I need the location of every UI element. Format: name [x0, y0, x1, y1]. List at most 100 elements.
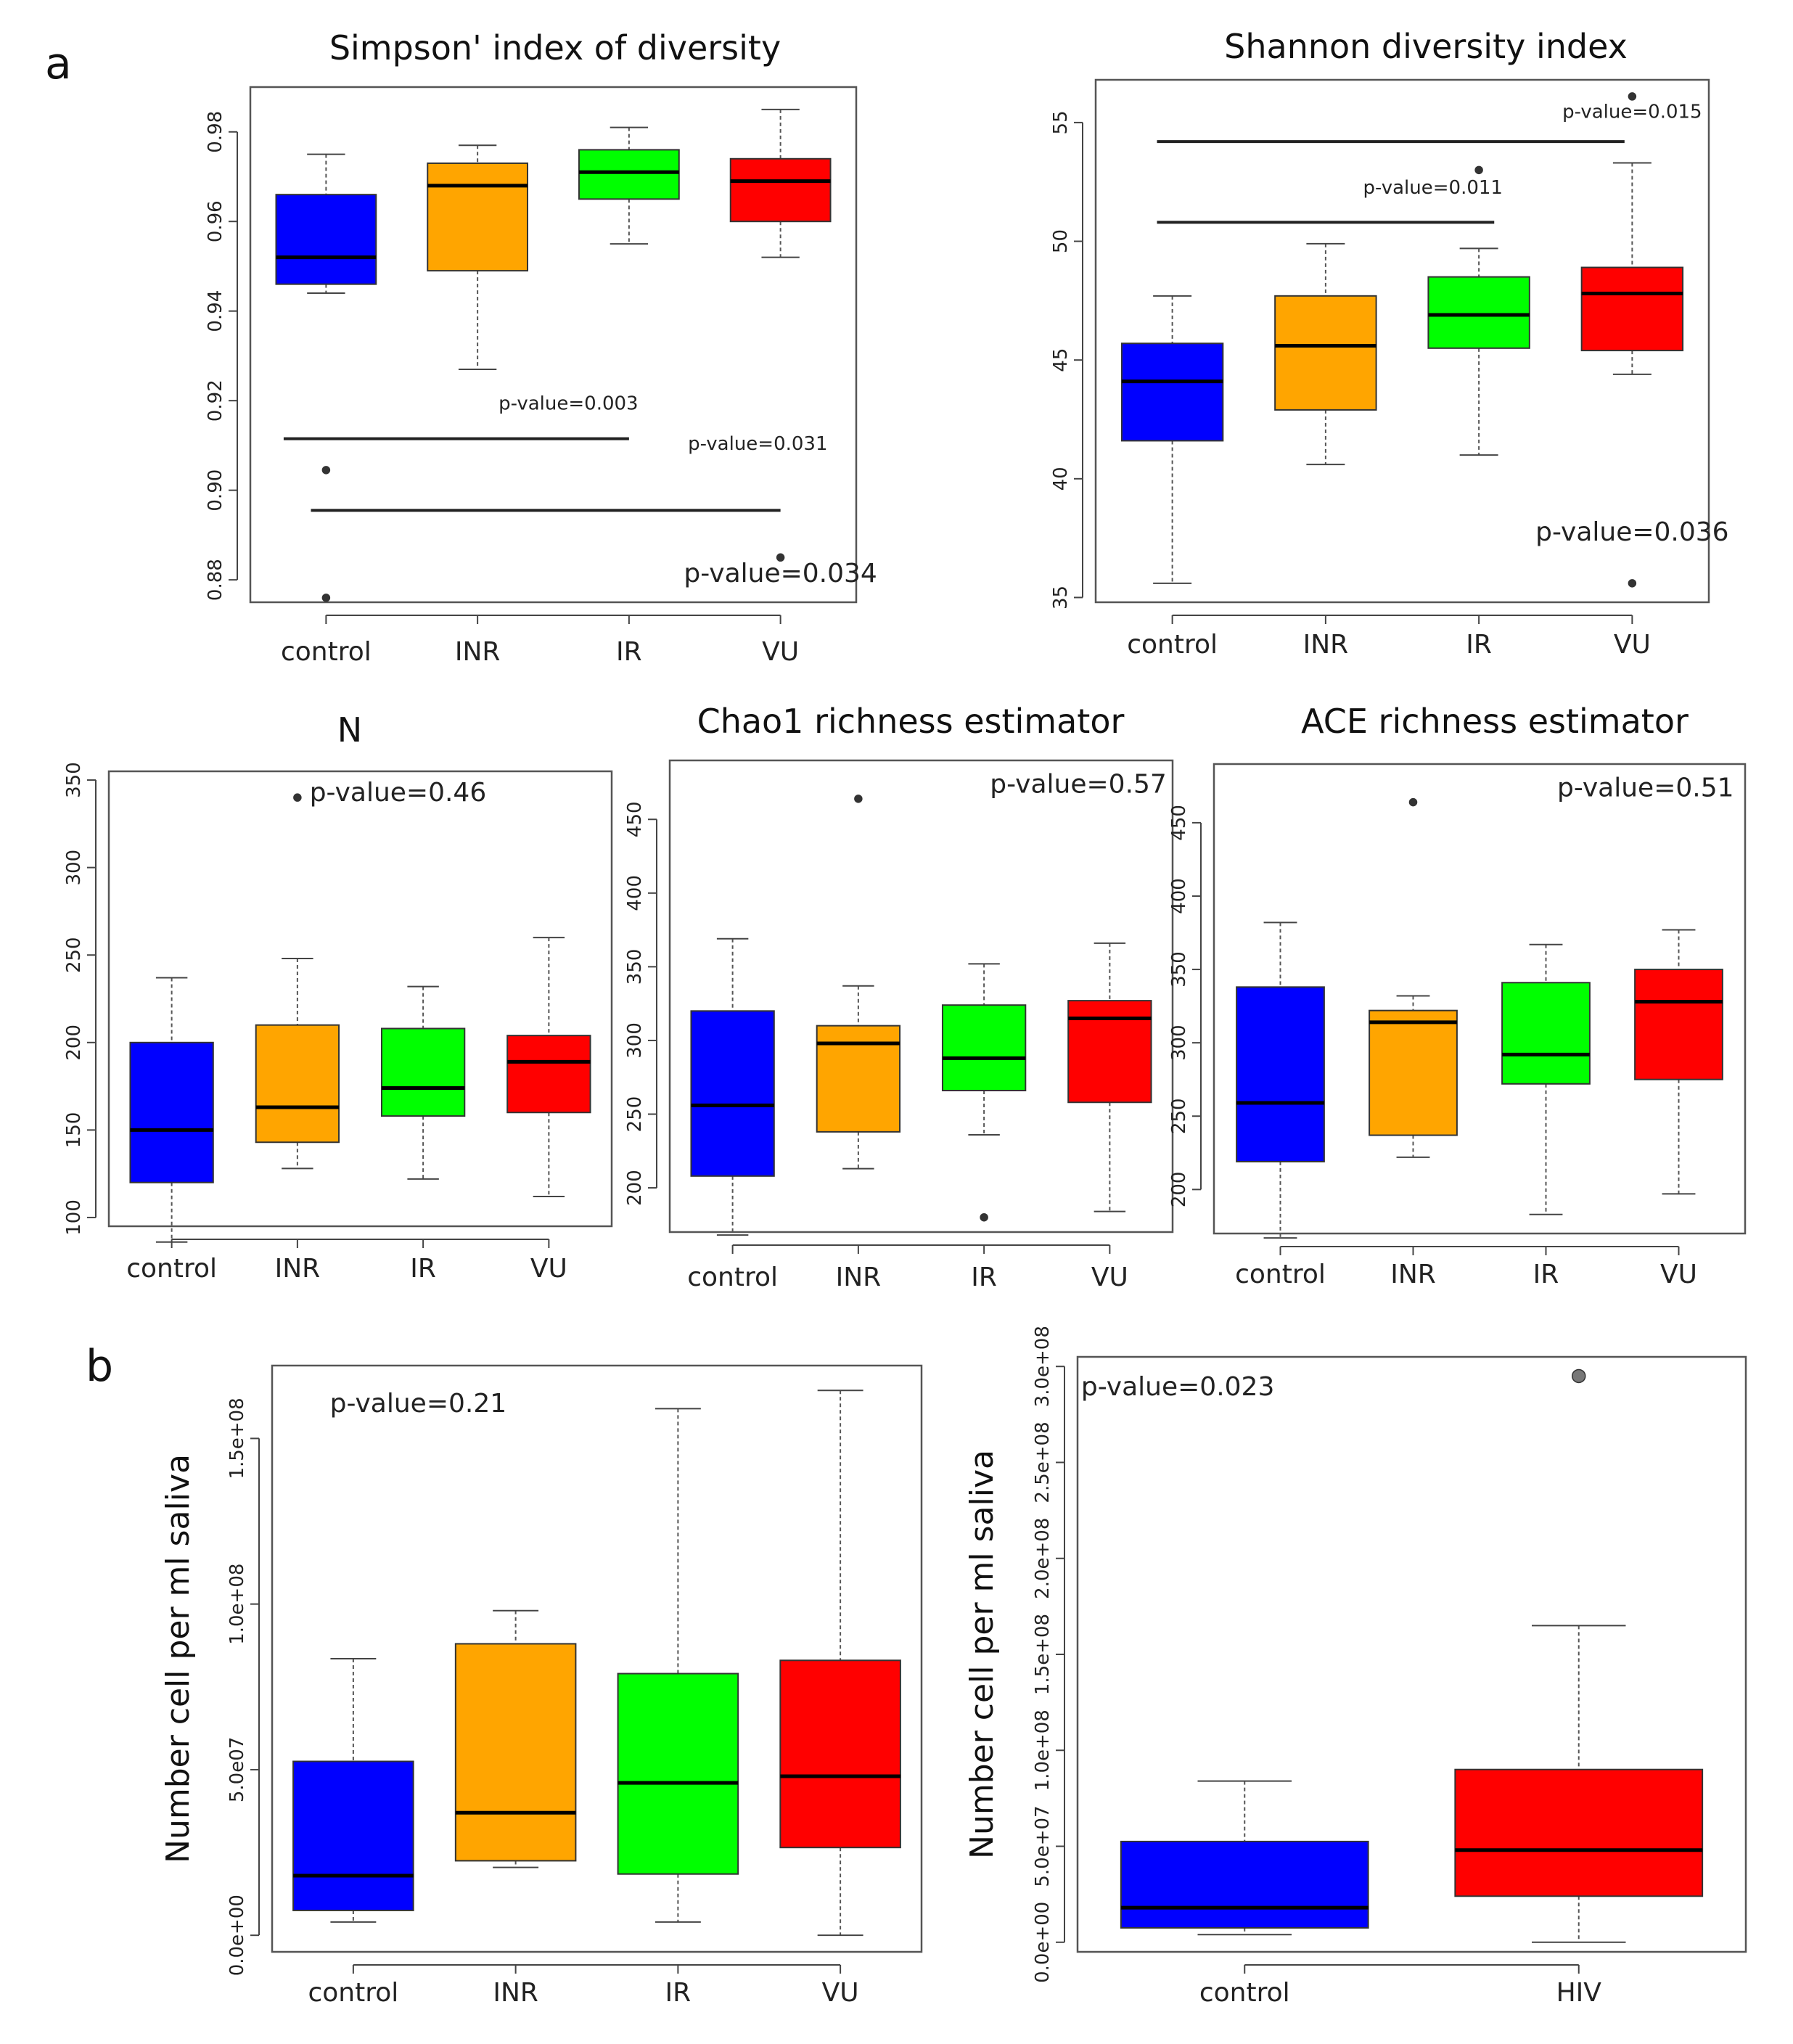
box-vu: [1580, 266, 1684, 352]
x-category-label: IR: [1533, 1260, 1559, 1289]
box-ir: [380, 1027, 466, 1117]
p-value-annotation: p-value=0.015: [1562, 101, 1702, 123]
box-vu: [506, 1035, 591, 1114]
plot-frame: [1094, 78, 1710, 604]
box-hiv: [1454, 1768, 1704, 1897]
plot-frame: [249, 86, 858, 604]
y-axis-label: Number cell per ml saliva: [160, 1454, 197, 1863]
x-category-label: control: [1235, 1260, 1326, 1289]
p-value-annotation: p-value=0.031: [688, 433, 827, 455]
panel-label-b: b: [86, 1341, 113, 1392]
p-value-annotation: p-value=0.21: [330, 1389, 507, 1419]
x-category-label: IR: [410, 1254, 436, 1284]
outlier-point: [321, 594, 331, 602]
y-tick-label: 1.5e+08: [1032, 1614, 1054, 1695]
y-tick-label: 0.0e+00: [226, 1895, 248, 1976]
y-tick-label: 250: [624, 1096, 646, 1133]
y-tick-label: 2.0e+08: [1032, 1518, 1054, 1599]
chart-cells4: Number cell per ml saliva 0.0e+00 5.0e07 1.…: [160, 1364, 923, 2008]
y-tick-label: 250: [1168, 1098, 1190, 1134]
box-ir: [941, 1004, 1027, 1091]
box-control: [275, 194, 377, 285]
chart-n: N 100 150 200 250 300 350 control INR IR VU p-value…: [63, 710, 613, 1284]
panel-label-a: a: [45, 38, 72, 89]
y-tick-label: 350: [624, 949, 646, 985]
box-vu: [729, 157, 832, 223]
y-tick-label: 300: [1168, 1025, 1190, 1061]
x-category-label: control: [1127, 630, 1218, 660]
x-category-label: INR: [836, 1263, 882, 1292]
y-tick-label: 0.92: [205, 379, 226, 422]
box-vu: [1634, 969, 1723, 1080]
y-tick-label: 200: [624, 1170, 646, 1206]
box-control: [690, 1010, 775, 1177]
p-value-annotation: p-value=0.003: [498, 393, 638, 415]
y-tick-label: 200: [1168, 1172, 1190, 1208]
x-category-label: IR: [971, 1263, 997, 1292]
p-value-annotation: p-value=0.034: [684, 559, 877, 588]
y-tick-label: 35: [1050, 586, 1072, 609]
x-category-label: control: [126, 1254, 217, 1284]
y-tick-label: 400: [1168, 878, 1190, 914]
outlier-point: [1474, 165, 1483, 175]
box-control: [1236, 986, 1325, 1162]
box-inr: [427, 162, 529, 272]
y-tick-label: 350: [1168, 951, 1190, 988]
outlier-point: [1628, 92, 1637, 101]
y-tick-label: 55: [1050, 110, 1072, 134]
plot-frame: [271, 1364, 923, 1953]
chart-title: N: [337, 710, 362, 750]
y-tick-label: 5.0e+07: [1032, 1805, 1054, 1887]
x-category-label: VU: [762, 637, 799, 667]
outlier-point: [1408, 797, 1418, 807]
y-tick-label: 450: [1168, 805, 1190, 841]
plot-frame: [668, 759, 1174, 1234]
y-tick-label: 1.0e+08: [1032, 1710, 1054, 1791]
x-category-label: IR: [1466, 630, 1492, 660]
x-category-label: INR: [1303, 630, 1349, 660]
p-value-annotation: p-value=0.51: [1557, 773, 1734, 803]
box-inr: [454, 1643, 577, 1862]
box-inr: [255, 1024, 340, 1144]
chart-shannon: Shannon diversity index 35 40 45 50 55 control…: [1050, 27, 1729, 660]
y-tick-label: 150: [63, 1112, 85, 1149]
x-category-label: VU: [1614, 630, 1651, 660]
box-inr: [1369, 1009, 1458, 1136]
box-ir: [578, 149, 680, 200]
x-category-label: INR: [275, 1254, 321, 1284]
y-tick-label: 0.88: [205, 559, 226, 601]
y-tick-label: 1.0e+08: [226, 1564, 248, 1645]
x-category-label: HIV: [1556, 1978, 1602, 2008]
y-tick-label: 0.96: [205, 200, 226, 242]
p-value-annotation: p-value=0.011: [1363, 177, 1503, 199]
y-tick-label: 3.0e+08: [1032, 1326, 1054, 1407]
outlier-point: [1628, 579, 1637, 588]
chart-simpson: Simpson' index of diversity 0.88 0.90 0.92 0…: [205, 28, 877, 667]
y-tick-label: 50: [1050, 229, 1072, 253]
chart-chao1: Chao1 richness estimator 200 250 300 350 400 4…: [624, 702, 1174, 1292]
box-control: [1120, 1840, 1369, 1929]
box-vu: [1067, 1000, 1152, 1104]
x-category-label: VU: [1660, 1260, 1697, 1289]
y-tick-label: 1.5e+08: [226, 1397, 248, 1479]
plot-frame: [1213, 763, 1747, 1235]
box-vu: [779, 1659, 901, 1849]
y-tick-label: 0.98: [205, 111, 226, 153]
y-tick-label: 0.90: [205, 469, 226, 512]
x-category-label: INR: [1390, 1260, 1436, 1289]
box-control: [292, 1760, 414, 1911]
x-category-label: VU: [530, 1254, 567, 1284]
plot-frame: [107, 770, 613, 1228]
outlier-point: [980, 1212, 988, 1222]
y-axis-label: Number cell per ml saliva: [964, 1450, 1001, 1859]
y-tick-label: 5.0e07: [226, 1737, 248, 1802]
box-control: [129, 1041, 214, 1183]
y-tick-label: 450: [624, 801, 646, 837]
x-category-label: control: [308, 1978, 398, 2008]
x-category-label: INR: [455, 637, 501, 667]
y-tick-label: 100: [63, 1199, 85, 1236]
x-category-label: IR: [665, 1978, 692, 2008]
y-tick-label: 400: [624, 875, 646, 911]
p-value-annotation: p-value=0.036: [1535, 517, 1728, 547]
